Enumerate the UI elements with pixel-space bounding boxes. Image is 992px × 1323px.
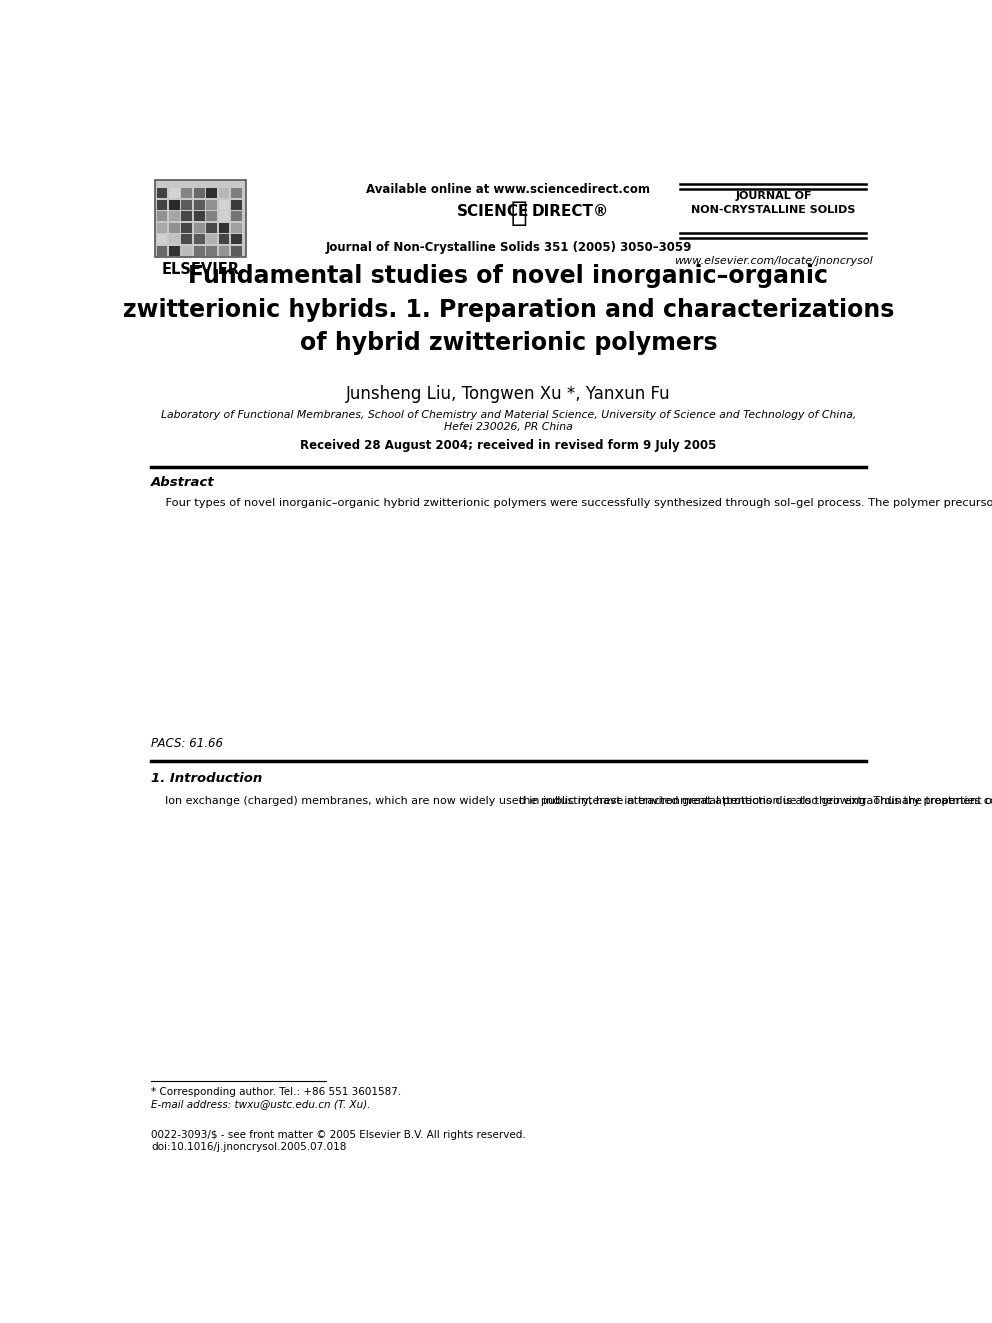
Bar (169, 200, 180, 209)
Text: Laboratory of Functional Membranes, School of Chemistry and Material Science, Un: Laboratory of Functional Membranes, Scho… (161, 410, 856, 421)
Bar (182, 222, 192, 233)
Text: ⓐ: ⓐ (511, 198, 528, 226)
Bar (157, 200, 168, 209)
Text: www.elsevier.com/locate/jnoncrysol: www.elsevier.com/locate/jnoncrysol (675, 257, 873, 266)
Bar (231, 222, 242, 233)
Text: Hefei 230026, PR China: Hefei 230026, PR China (444, 422, 572, 433)
Bar (218, 212, 229, 221)
Bar (193, 200, 204, 209)
Bar (231, 234, 242, 245)
Text: Four types of novel inorganic–organic hybrid zwitterionic polymers were successf: Four types of novel inorganic–organic hy… (151, 497, 992, 508)
Text: Journal of Non-Crystalline Solids 351 (2005) 3050–3059: Journal of Non-Crystalline Solids 351 (2… (325, 241, 691, 254)
Bar (231, 188, 242, 198)
Text: Available online at www.sciencedirect.com: Available online at www.sciencedirect.co… (366, 183, 651, 196)
Text: 1. Introduction: 1. Introduction (151, 773, 262, 785)
Bar (169, 246, 180, 255)
Bar (182, 212, 192, 221)
Bar (193, 246, 204, 255)
Bar (157, 246, 168, 255)
Bar (206, 222, 217, 233)
Bar (157, 234, 168, 245)
Text: Junsheng Liu, Tongwen Xu *, Yanxun Fu: Junsheng Liu, Tongwen Xu *, Yanxun Fu (346, 385, 671, 402)
Bar (206, 212, 217, 221)
Text: doi:10.1016/j.jnoncrysol.2005.07.018: doi:10.1016/j.jnoncrysol.2005.07.018 (151, 1143, 346, 1152)
Bar (157, 222, 168, 233)
Text: Fundamental studies of novel inorganic–organic
zwitterionic hybrids. 1. Preparat: Fundamental studies of novel inorganic–o… (123, 265, 894, 355)
Bar (157, 188, 168, 198)
Text: Ion exchange (charged) membranes, which are now widely used in industry, have at: Ion exchange (charged) membranes, which … (151, 796, 992, 806)
Bar (206, 234, 217, 245)
Bar (157, 212, 168, 221)
Text: PACS: 61.66: PACS: 61.66 (151, 737, 223, 750)
Bar (169, 212, 180, 221)
Text: * Corresponding author. Tel.: +86 551 3601587.: * Corresponding author. Tel.: +86 551 36… (151, 1088, 402, 1097)
Text: the public interest in environmental protection is also growing. Thus the treatm: the public interest in environmental pro… (519, 796, 992, 806)
Bar (193, 234, 204, 245)
Bar (155, 180, 246, 257)
Bar (182, 234, 192, 245)
Bar (206, 188, 217, 198)
Bar (218, 200, 229, 209)
Text: DIRECT®: DIRECT® (532, 204, 609, 218)
Text: E-mail address: twxu@ustc.edu.cn (T. Xu).: E-mail address: twxu@ustc.edu.cn (T. Xu)… (151, 1099, 371, 1109)
Text: ELSEVIER: ELSEVIER (162, 262, 240, 277)
Text: Received 28 August 2004; received in revised form 9 July 2005: Received 28 August 2004; received in rev… (301, 439, 716, 452)
Bar (231, 212, 242, 221)
Bar (231, 200, 242, 209)
Bar (169, 234, 180, 245)
Bar (193, 222, 204, 233)
Bar (169, 222, 180, 233)
Text: 0022-3093/$ - see front matter © 2005 Elsevier B.V. All rights reserved.: 0022-3093/$ - see front matter © 2005 El… (151, 1130, 526, 1140)
Bar (231, 246, 242, 255)
Bar (193, 188, 204, 198)
Text: Abstract: Abstract (151, 476, 215, 488)
Bar (206, 246, 217, 255)
Bar (218, 246, 229, 255)
Bar (218, 222, 229, 233)
Bar (218, 234, 229, 245)
Text: SCIENCE: SCIENCE (457, 204, 530, 218)
Bar (193, 212, 204, 221)
Bar (169, 188, 180, 198)
Bar (218, 188, 229, 198)
Bar (182, 188, 192, 198)
Text: JOURNAL OF
NON-CRYSTALLINE SOLIDS: JOURNAL OF NON-CRYSTALLINE SOLIDS (691, 192, 856, 216)
Bar (206, 200, 217, 209)
Bar (182, 200, 192, 209)
Bar (182, 246, 192, 255)
